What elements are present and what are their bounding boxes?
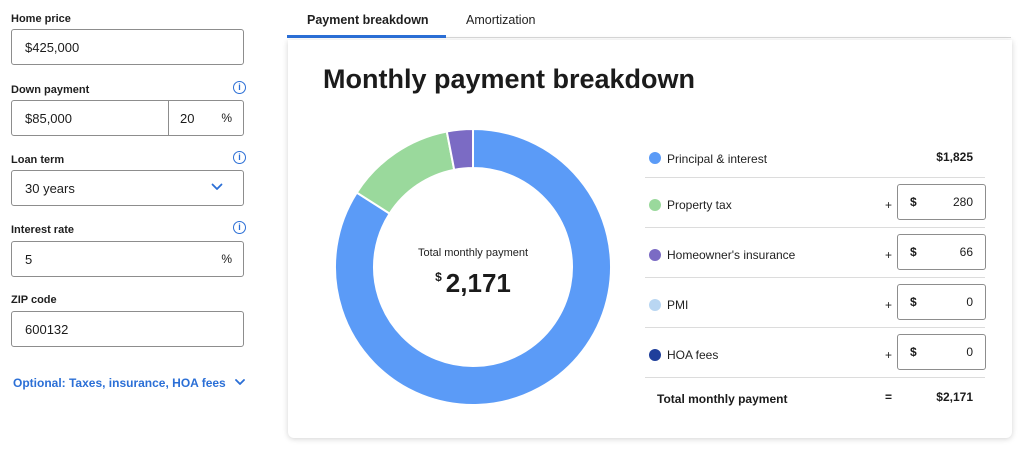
- loan-term-label: Loan term: [11, 154, 65, 166]
- row-divider: [645, 227, 985, 228]
- breakdown-row-principal: Principal & interest $1,825: [645, 140, 985, 190]
- tab-bar: Payment breakdown Amortization: [287, 0, 1011, 40]
- percent-symbol: %: [221, 111, 232, 125]
- insurance-legend-dot: [649, 249, 661, 261]
- hoa-field[interactable]: $: [897, 334, 986, 370]
- chevron-down-icon: [211, 183, 223, 190]
- home-price-label: Home price: [11, 13, 71, 25]
- plus-sign: +: [885, 298, 893, 312]
- currency-symbol: $: [910, 345, 917, 359]
- zip-code-input[interactable]: [25, 312, 225, 346]
- pmi-legend-dot: [649, 299, 661, 311]
- breakdown-total-row: Total monthly payment = $2,171: [645, 384, 985, 434]
- breakdown-row-pmi: PMI + $: [645, 284, 986, 334]
- chevron-down-icon: [235, 379, 245, 385]
- donut-center-label: Total monthly payment: [417, 247, 529, 259]
- down-payment-info-icon[interactable]: i: [233, 81, 246, 94]
- property-tax-field[interactable]: $: [897, 184, 986, 220]
- breakdown-row-property-tax: Property tax + $: [645, 184, 986, 234]
- insurance-field[interactable]: $: [897, 234, 986, 270]
- property-tax-input[interactable]: [923, 185, 973, 219]
- principal-value: $1,825: [936, 150, 973, 164]
- payment-donut-chart: [335, 129, 611, 405]
- loan-term-select[interactable]: 30 years: [11, 170, 244, 206]
- interest-rate-label: Interest rate: [11, 224, 74, 236]
- row-divider: [645, 377, 985, 378]
- breakdown-label: Principal & interest: [667, 152, 768, 166]
- down-payment-percent-input[interactable]: [180, 101, 210, 135]
- total-label: Total monthly payment: [657, 392, 788, 406]
- breakdown-label: PMI: [667, 298, 689, 312]
- down-payment-amount-input[interactable]: [25, 101, 160, 135]
- field-divider: [168, 101, 169, 135]
- row-divider: [645, 277, 985, 278]
- zip-code-field[interactable]: [11, 311, 244, 347]
- hoa-legend-dot: [649, 349, 661, 361]
- interest-rate-input[interactable]: [25, 242, 205, 276]
- principal-legend-dot: [649, 152, 661, 164]
- row-divider: [645, 327, 985, 328]
- home-price-field[interactable]: [11, 29, 244, 65]
- payment-breakdown-card: Monthly payment breakdown Total monthly …: [288, 40, 1012, 438]
- donut-segment-property-tax: [355, 130, 456, 216]
- breakdown-row-insurance: Homeowner's insurance + $: [645, 234, 986, 284]
- tab-baseline: [287, 37, 1011, 38]
- plus-sign: +: [885, 198, 893, 212]
- currency-symbol: $: [435, 270, 442, 284]
- donut-segment-principal: [335, 129, 611, 405]
- currency-symbol: $: [910, 245, 917, 259]
- optional-costs-toggle[interactable]: Optional: Taxes, insurance, HOA fees: [13, 376, 245, 390]
- tab-payment-breakdown[interactable]: Payment breakdown: [307, 13, 429, 27]
- total-value: $2,171: [936, 390, 973, 404]
- currency-symbol: $: [910, 195, 917, 209]
- pmi-field[interactable]: $: [897, 284, 986, 320]
- interest-rate-field[interactable]: %: [11, 241, 244, 277]
- breakdown-row-hoa: HOA fees + $: [645, 334, 986, 384]
- total-amount-value: 2,171: [445, 268, 511, 298]
- currency-symbol: $: [910, 295, 917, 309]
- breakdown-label: Property tax: [667, 198, 732, 212]
- row-divider: [645, 177, 985, 178]
- plus-sign: +: [885, 248, 893, 262]
- card-title: Monthly payment breakdown: [323, 64, 696, 94]
- down-payment-field[interactable]: %: [11, 100, 244, 136]
- interest-rate-info-icon[interactable]: i: [233, 221, 246, 234]
- equals-sign: =: [885, 390, 893, 404]
- breakdown-label: HOA fees: [667, 348, 719, 362]
- pmi-input[interactable]: [923, 285, 973, 319]
- insurance-input[interactable]: [923, 235, 973, 269]
- active-tab-indicator: [287, 35, 446, 38]
- breakdown-label: Homeowner's insurance: [667, 248, 796, 262]
- home-price-input[interactable]: [25, 30, 225, 64]
- donut-center-amount: $2,171: [335, 268, 611, 299]
- loan-term-value: 30 years: [25, 181, 75, 196]
- tab-amortization[interactable]: Amortization: [466, 13, 536, 27]
- percent-symbol: %: [221, 252, 232, 266]
- hoa-input[interactable]: [923, 335, 973, 369]
- plus-sign: +: [885, 348, 893, 362]
- donut-segment-insurance: [445, 129, 474, 171]
- zip-code-label: ZIP code: [11, 294, 57, 306]
- property-tax-legend-dot: [649, 199, 661, 211]
- optional-costs-label: Optional: Taxes, insurance, HOA fees: [13, 376, 226, 390]
- loan-term-info-icon[interactable]: i: [233, 151, 246, 164]
- down-payment-label: Down payment: [11, 84, 90, 96]
